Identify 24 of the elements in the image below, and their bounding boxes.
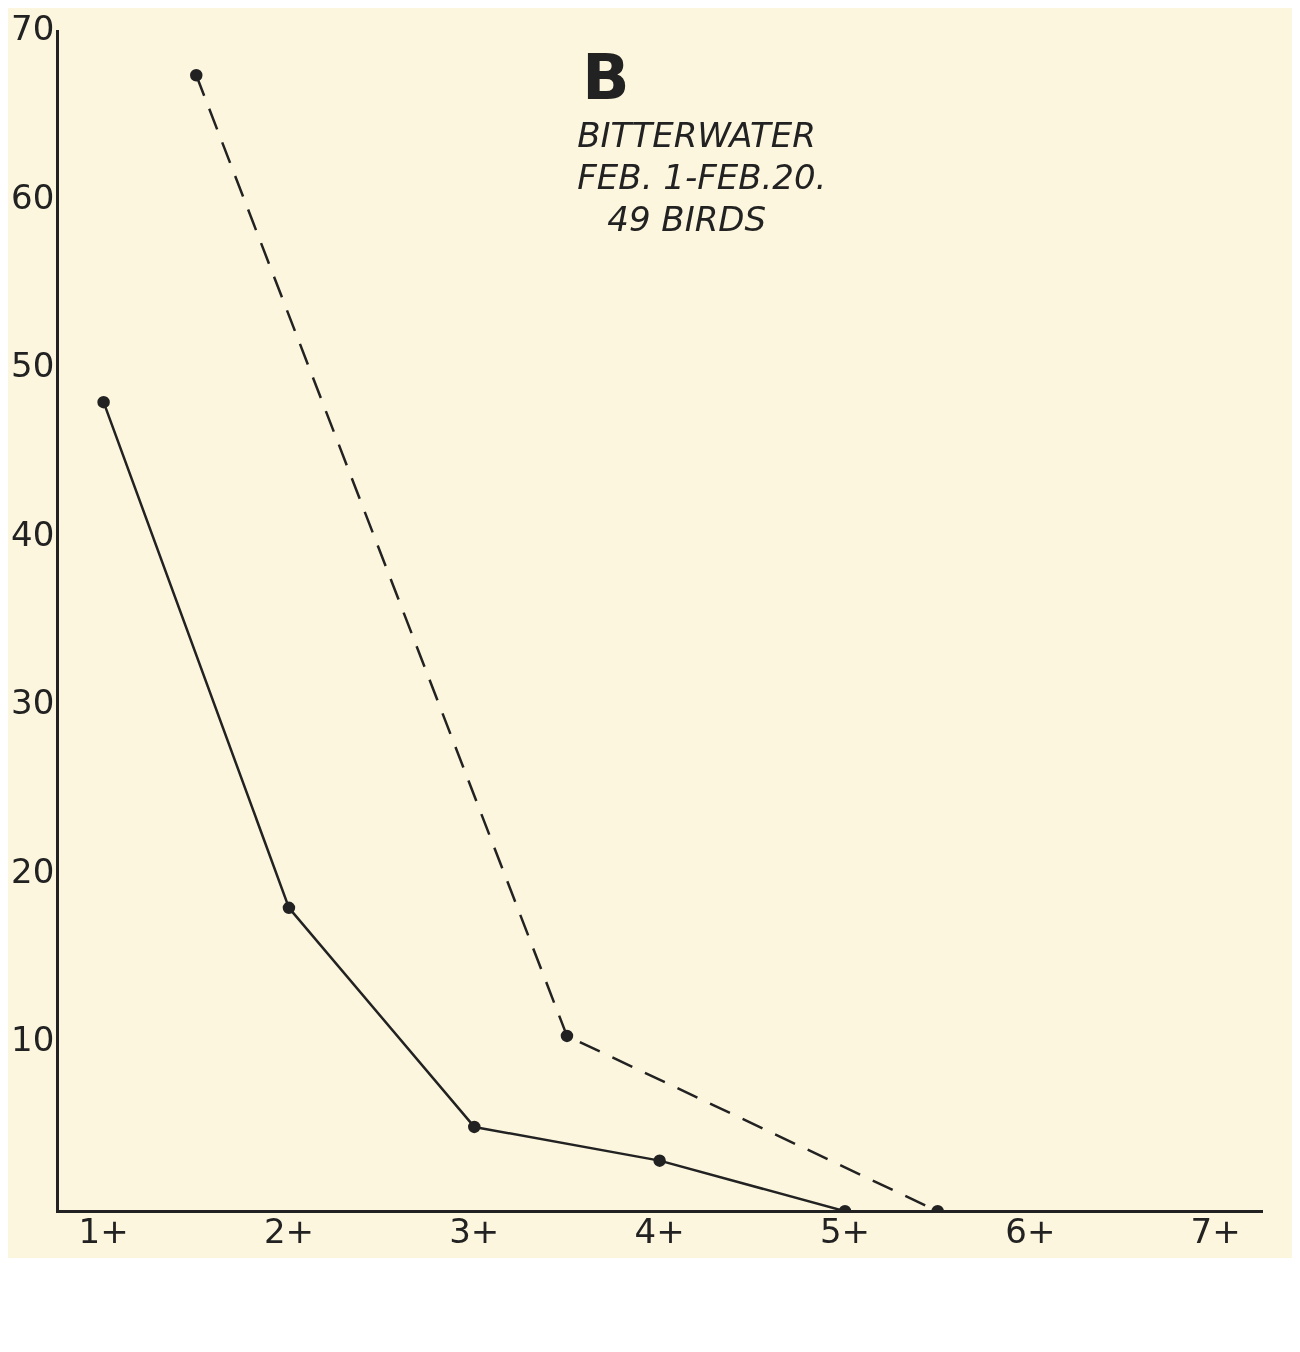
point: [468, 1120, 481, 1134]
x-tick-label: 7+: [1190, 1211, 1241, 1252]
chart-title: B: [582, 40, 630, 114]
point: [560, 1029, 574, 1043]
y-tick-label: 40: [11, 513, 55, 554]
y-tick-label: 30: [11, 682, 55, 723]
point: [190, 68, 203, 82]
y-tick-label: 60: [11, 176, 55, 217]
y-tick-label: 50: [11, 345, 55, 386]
annotation: BITTERWATER: [577, 115, 816, 156]
y-tick-label: 10: [11, 1019, 55, 1060]
point: [653, 1154, 666, 1167]
y-tick-label: 70: [11, 8, 55, 49]
x-tick-label: 6+: [1005, 1211, 1056, 1252]
y-tick-label: 20: [11, 850, 55, 891]
x-tick-label: 3+: [449, 1211, 500, 1252]
annotation: FEB. 1-FEB.20.: [577, 157, 827, 198]
x-tick-label: 5+: [819, 1211, 871, 1252]
x-tick-label: 4+: [634, 1211, 685, 1252]
annotation: 49 BIRDS: [607, 199, 767, 240]
point: [97, 395, 110, 409]
point: [282, 901, 296, 915]
x-tick-label: 2+: [263, 1211, 315, 1252]
x-tick-label: 1+: [78, 1211, 129, 1252]
